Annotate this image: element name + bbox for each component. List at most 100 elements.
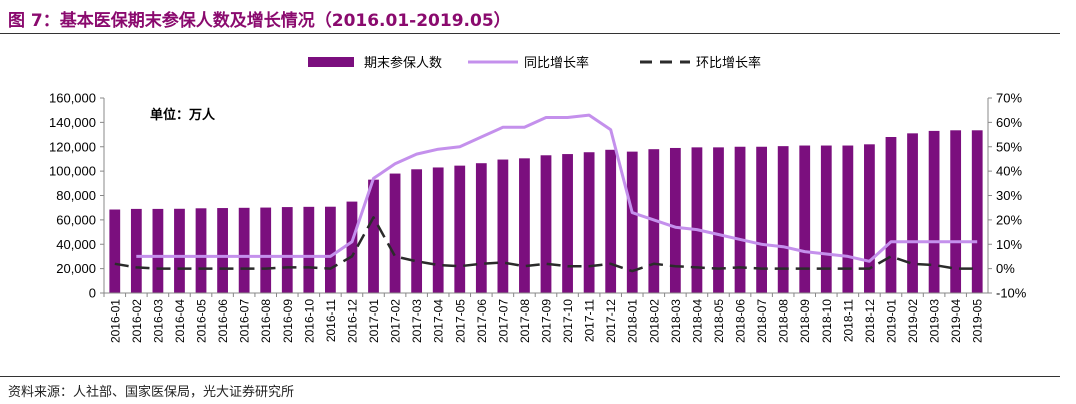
x-tick-label: 2018-04 (690, 299, 704, 343)
right-tick-label: 70% (996, 91, 1022, 106)
x-tick-label: 2016-08 (259, 299, 273, 343)
bar (907, 133, 918, 293)
bar (174, 208, 185, 293)
right-tick-label: 30% (996, 188, 1022, 203)
bar (519, 158, 530, 293)
x-tick-label: 2017-01 (367, 299, 381, 343)
x-tick-label: 2017-05 (453, 299, 467, 343)
left-tick-label: 40,000 (56, 237, 96, 252)
left-y-axis: 0 20,000 40,000 60,000 80,000 100,000 120,000 1… (49, 91, 105, 301)
bar (971, 130, 983, 293)
legend-label: 同比增长率 (524, 55, 589, 70)
left-tick-label: 0 (89, 286, 96, 301)
x-tick-label: 2017-06 (475, 299, 489, 343)
x-tick-label: 2018-11 (841, 299, 855, 342)
bar (885, 137, 897, 293)
bar (281, 207, 293, 293)
bar (562, 154, 573, 293)
x-tick-label: 2017-02 (389, 299, 403, 343)
bar (820, 145, 832, 293)
bar (691, 147, 703, 293)
bar (497, 159, 509, 293)
bar (605, 149, 617, 293)
bar (950, 130, 962, 293)
bar (842, 145, 854, 293)
left-tick-label: 140,000 (49, 115, 96, 130)
x-tick-label: 2018-05 (712, 299, 726, 343)
x-tick-label: 2016-12 (345, 299, 359, 343)
right-tick-label: 40% (996, 164, 1022, 179)
bar (734, 146, 746, 293)
title-rule (0, 33, 1060, 34)
x-tick-label: 2019-03 (928, 299, 942, 343)
x-tick-label: 2016-05 (195, 299, 209, 343)
x-axis: 2016-01 2016-02 2016-03 2016-04 2016-05 2016-… (103, 292, 988, 343)
bar (325, 206, 336, 293)
x-tick-label: 2016-10 (302, 299, 316, 343)
x-tick-label: 2019-01 (884, 299, 898, 343)
bar (864, 144, 875, 293)
bar (432, 167, 444, 293)
x-tick-label: 2017-04 (432, 299, 446, 343)
bar (130, 208, 142, 293)
x-tick-label: 2018-08 (777, 299, 791, 343)
x-tick-label: 2018-12 (863, 299, 877, 343)
legend-swatch-bar (308, 57, 354, 67)
x-tick-label: 2018-10 (820, 299, 834, 343)
bar (756, 146, 767, 293)
bar (368, 179, 379, 293)
figure-title: 图 7：基本医保期末参保人数及增长情况（2016.01-2019.05） (8, 11, 511, 31)
left-tick-label: 20,000 (56, 261, 96, 276)
x-tick-label: 2016-07 (238, 299, 252, 343)
left-tick-label: 100,000 (49, 164, 96, 179)
x-tick-label: 2016-06 (216, 299, 230, 343)
x-tick-label: 2016-01 (108, 299, 122, 343)
x-tick-label: 2018-01 (626, 299, 640, 343)
x-tick-label: 2016-03 (151, 299, 165, 343)
right-y-axis: -10% 0% 10% 20% 30% 40% 50% 60% 70% (987, 91, 1027, 301)
x-tick-label: 2017-11 (583, 299, 597, 342)
line-series (114, 113, 978, 273)
left-tick-label: 160,000 (49, 91, 96, 106)
x-tick-label: 2019-04 (949, 299, 963, 343)
x-tick-label: 2018-09 (798, 299, 812, 343)
bar (195, 208, 207, 293)
x-tick-label: 2018-02 (647, 299, 661, 343)
bar (217, 208, 228, 293)
legend: 期末参保人数 同比增长率 环比增长率 (308, 55, 761, 70)
bar (777, 146, 789, 293)
bar (238, 207, 250, 293)
x-tick-label: 2019-02 (906, 299, 920, 343)
right-tick-label: 0% (996, 261, 1015, 276)
yoy-growth-line (136, 113, 978, 263)
x-tick-label: 2017-09 (540, 299, 554, 343)
legend-label: 环比增长率 (696, 55, 761, 70)
x-tick-label: 2018-06 (734, 299, 748, 343)
x-tick-label: 2017-08 (518, 299, 532, 343)
x-tick-label: 2017-10 (561, 299, 575, 343)
x-tick-label: 2016-11 (324, 299, 338, 342)
right-tick-label: 60% (996, 115, 1022, 130)
bar (669, 147, 681, 293)
bar (713, 147, 724, 293)
left-tick-label: 80,000 (56, 188, 96, 203)
x-tick-label: 2016-09 (281, 299, 295, 343)
bar (303, 206, 315, 293)
bar (346, 201, 358, 293)
bar (260, 207, 272, 293)
right-tick-label: 50% (996, 139, 1022, 154)
right-tick-label: -10% (996, 286, 1027, 301)
source-note: 资料来源：人社部、国家医保局，光大证券研究所 (8, 385, 295, 400)
bar (928, 130, 940, 293)
x-tick-label: 2018-07 (755, 299, 769, 343)
bar (475, 163, 487, 293)
source-rule (0, 376, 1060, 377)
x-tick-label: 2017-03 (410, 299, 424, 343)
bar (583, 152, 595, 293)
unit-note: 单位：万人 (150, 107, 216, 122)
left-tick-label: 60,000 (56, 212, 96, 227)
x-tick-label: 2018-03 (669, 299, 683, 343)
bar (454, 165, 466, 293)
bar (799, 145, 811, 293)
